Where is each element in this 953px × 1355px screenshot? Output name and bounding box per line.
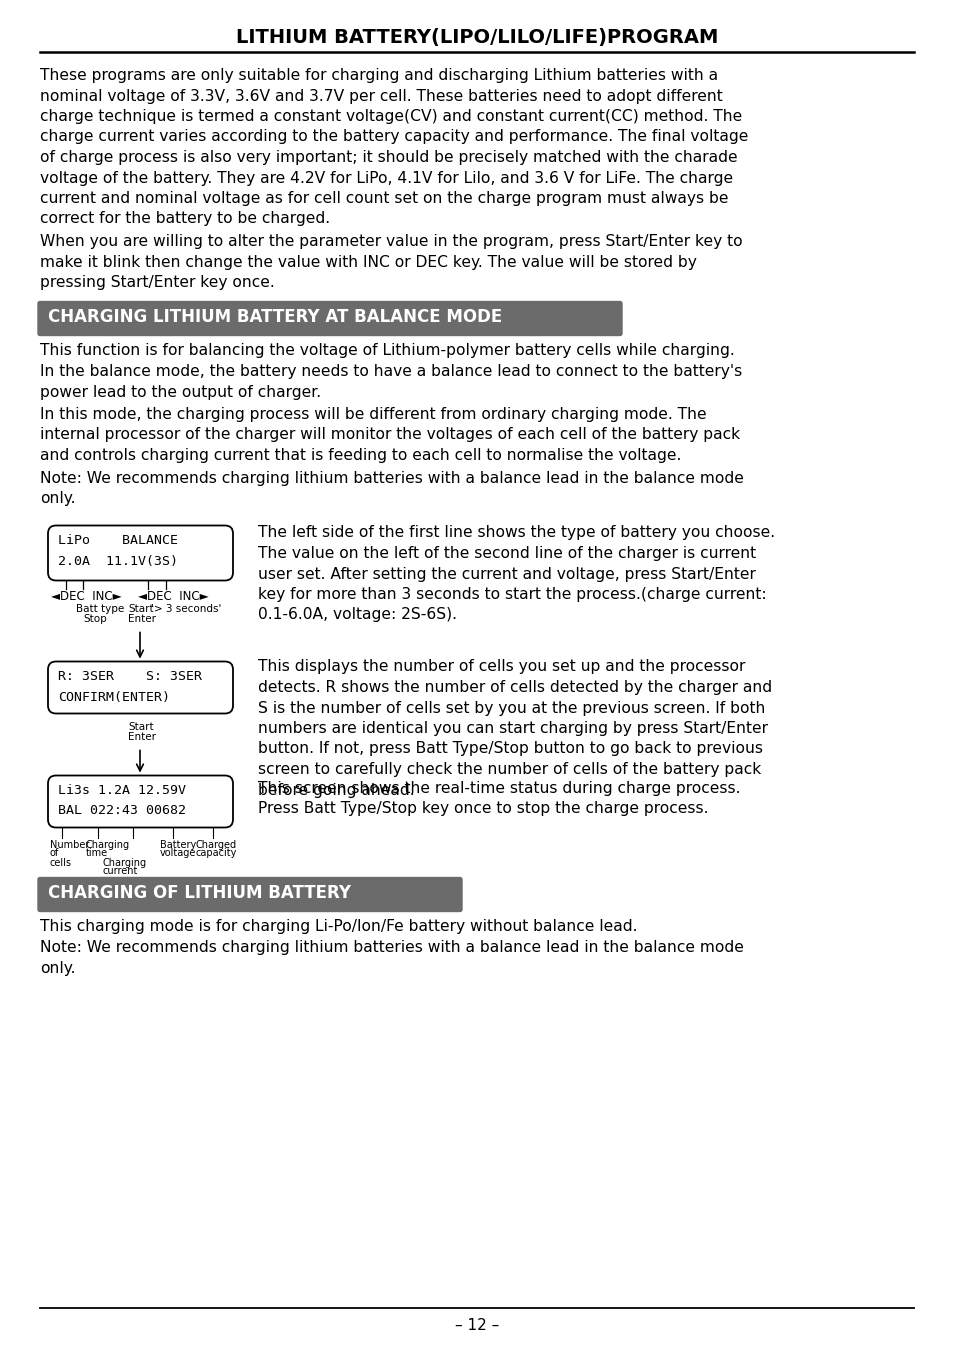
Text: This displays the number of cells you set up and the processor: This displays the number of cells you se… bbox=[257, 660, 744, 675]
Text: power lead to the output of charger.: power lead to the output of charger. bbox=[40, 385, 321, 400]
Text: These programs are only suitable for charging and discharging Lithium batteries : These programs are only suitable for cha… bbox=[40, 68, 718, 83]
Text: current and nominal voltage as for cell count set on the charge program must alw: current and nominal voltage as for cell … bbox=[40, 191, 728, 206]
Text: S is the number of cells set by you at the previous screen. If both: S is the number of cells set by you at t… bbox=[257, 701, 764, 715]
Text: Enter: Enter bbox=[128, 615, 156, 625]
Text: screen to carefully check the number of cells of the battery pack: screen to carefully check the number of … bbox=[257, 762, 760, 776]
Text: key for more than 3 seconds to start the process.(charge current:: key for more than 3 seconds to start the… bbox=[257, 587, 766, 602]
Text: LiPo    BALANCE: LiPo BALANCE bbox=[58, 534, 178, 547]
Text: only.: only. bbox=[40, 491, 75, 505]
Text: Batt type: Batt type bbox=[76, 603, 124, 614]
Text: Charging: Charging bbox=[103, 858, 147, 867]
Text: button. If not, press Batt Type/Stop button to go back to previous: button. If not, press Batt Type/Stop but… bbox=[257, 741, 762, 756]
Text: Battery: Battery bbox=[160, 840, 196, 850]
Text: Charged: Charged bbox=[195, 840, 237, 850]
Text: internal processor of the charger will monitor the voltages of each cell of the : internal processor of the charger will m… bbox=[40, 427, 740, 443]
Text: user set. After setting the current and voltage, press Start/Enter: user set. After setting the current and … bbox=[257, 566, 755, 581]
Text: ◄DEC  INC►: ◄DEC INC► bbox=[51, 589, 121, 603]
Text: Number: Number bbox=[50, 840, 90, 850]
Text: of charge process is also very important; it should be precisely matched with th: of charge process is also very important… bbox=[40, 150, 737, 165]
Text: This function is for balancing the voltage of Lithium-polymer battery cells whil: This function is for balancing the volta… bbox=[40, 344, 734, 359]
Text: voltage of the battery. They are 4.2V for LiPo, 4.1V for Lilo, and 3.6 V for LiF: voltage of the battery. They are 4.2V fo… bbox=[40, 171, 732, 186]
Text: The left side of the first line shows the type of battery you choose.: The left side of the first line shows th… bbox=[257, 526, 774, 541]
Text: only.: only. bbox=[40, 961, 75, 976]
Text: Start: Start bbox=[128, 721, 153, 732]
Text: LITHIUM BATTERY(LIPO/LILO/LIFE)PROGRAM: LITHIUM BATTERY(LIPO/LILO/LIFE)PROGRAM bbox=[235, 28, 718, 47]
Text: before going ahead.: before going ahead. bbox=[257, 782, 415, 798]
Text: 0.1-6.0A, voltage: 2S-6S).: 0.1-6.0A, voltage: 2S-6S). bbox=[257, 607, 456, 622]
Text: Note: We recommends charging lithium batteries with a balance lead in the balanc: Note: We recommends charging lithium bat… bbox=[40, 940, 743, 955]
Text: – 12 –: – 12 – bbox=[455, 1318, 498, 1333]
Text: charge current varies according to the battery capacity and performance. The fin: charge current varies according to the b… bbox=[40, 130, 747, 145]
FancyBboxPatch shape bbox=[38, 302, 621, 336]
Text: In the balance mode, the battery needs to have a balance lead to connect to the : In the balance mode, the battery needs t… bbox=[40, 364, 741, 379]
Text: make it blink then change the value with INC or DEC key. The value will be store: make it blink then change the value with… bbox=[40, 255, 696, 270]
Text: This charging mode is for charging Li-Po/Ion/Fe battery without balance lead.: This charging mode is for charging Li-Po… bbox=[40, 920, 637, 935]
Text: nominal voltage of 3.3V, 3.6V and 3.7V per cell. These batteries need to adopt d: nominal voltage of 3.3V, 3.6V and 3.7V p… bbox=[40, 88, 722, 103]
Text: capacity: capacity bbox=[195, 848, 237, 859]
Text: Start: Start bbox=[128, 603, 153, 614]
Text: Stop: Stop bbox=[83, 615, 107, 625]
Text: correct for the battery to be charged.: correct for the battery to be charged. bbox=[40, 211, 330, 226]
Text: BAL 022:43 00682: BAL 022:43 00682 bbox=[58, 805, 186, 817]
FancyBboxPatch shape bbox=[38, 878, 461, 912]
Text: cells: cells bbox=[50, 858, 71, 867]
Text: numbers are identical you can start charging by press Start/Enter: numbers are identical you can start char… bbox=[257, 721, 767, 736]
Text: and controls charging current that is feeding to each cell to normalise the volt: and controls charging current that is fe… bbox=[40, 449, 680, 463]
Text: detects. R shows the number of cells detected by the charger and: detects. R shows the number of cells det… bbox=[257, 680, 771, 695]
Text: '> 3 seconds': '> 3 seconds' bbox=[151, 603, 221, 614]
Text: In this mode, the charging process will be different from ordinary charging mode: In this mode, the charging process will … bbox=[40, 406, 706, 421]
Text: This screen shows the real-time status during charge process.: This screen shows the real-time status d… bbox=[257, 780, 740, 795]
Text: When you are willing to alter the parameter value in the program, press Start/En: When you are willing to alter the parame… bbox=[40, 234, 741, 249]
Text: of: of bbox=[50, 848, 59, 859]
Text: Charging: Charging bbox=[86, 840, 130, 850]
Text: Note: We recommends charging lithium batteries with a balance lead in the balanc: Note: We recommends charging lithium bat… bbox=[40, 470, 743, 485]
Text: time: time bbox=[86, 848, 108, 859]
Text: charge technique is termed a constant voltage(CV) and constant current(CC) metho: charge technique is termed a constant vo… bbox=[40, 108, 741, 125]
Text: R: 3SER    S: 3SER: R: 3SER S: 3SER bbox=[58, 671, 202, 683]
Text: Press Batt Type/Stop key once to stop the charge process.: Press Batt Type/Stop key once to stop th… bbox=[257, 801, 708, 816]
Text: current: current bbox=[103, 866, 138, 877]
Text: pressing Start/Enter key once.: pressing Start/Enter key once. bbox=[40, 275, 274, 290]
Text: Enter: Enter bbox=[128, 733, 156, 743]
Text: 2.0A  11.1V(3S): 2.0A 11.1V(3S) bbox=[58, 554, 178, 568]
Text: CHARGING LITHIUM BATTERY AT BALANCE MODE: CHARGING LITHIUM BATTERY AT BALANCE MODE bbox=[48, 308, 501, 325]
Text: ◄DEC  INC►: ◄DEC INC► bbox=[138, 589, 209, 603]
Text: Li3s 1.2A 12.59V: Li3s 1.2A 12.59V bbox=[58, 785, 186, 798]
Text: The value on the left of the second line of the charger is current: The value on the left of the second line… bbox=[257, 546, 756, 561]
Text: CHARGING OF LITHIUM BATTERY: CHARGING OF LITHIUM BATTERY bbox=[48, 883, 351, 901]
Text: voltage: voltage bbox=[160, 848, 196, 859]
Text: CONFIRM(ENTER): CONFIRM(ENTER) bbox=[58, 691, 170, 703]
